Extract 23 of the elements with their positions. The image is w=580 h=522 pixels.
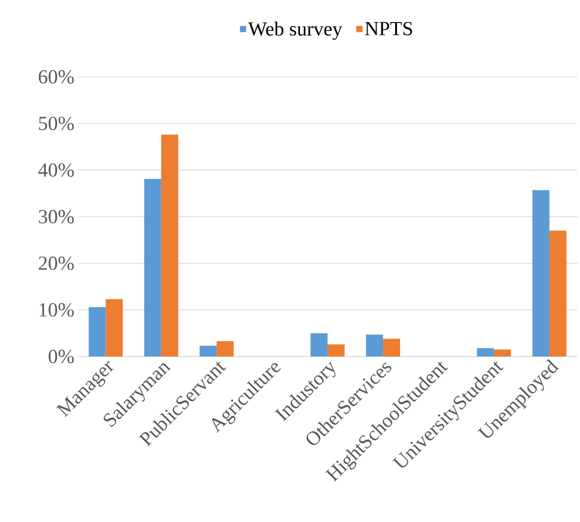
y-tick-label: 30% bbox=[38, 210, 74, 224]
legend-label: NPTS bbox=[365, 22, 412, 36]
legend-label: Web survey bbox=[248, 21, 342, 40]
y-tick-label: 20% bbox=[38, 256, 74, 270]
y-tick-label: 60% bbox=[38, 70, 74, 84]
bar bbox=[383, 338, 400, 356]
bar bbox=[310, 333, 328, 356]
y-tick-label: 50% bbox=[39, 116, 74, 130]
bar bbox=[106, 298, 123, 356]
bar bbox=[216, 340, 234, 356]
bar bbox=[328, 344, 345, 356]
bar bbox=[161, 134, 178, 356]
bar bbox=[200, 346, 217, 356]
bar bbox=[366, 334, 384, 356]
bar bbox=[88, 306, 106, 356]
y-tick-label: 10% bbox=[40, 302, 74, 316]
y-tick-label: 40% bbox=[38, 163, 74, 177]
bar bbox=[532, 190, 550, 356]
bar bbox=[476, 348, 494, 356]
bar bbox=[144, 178, 162, 356]
bar bbox=[494, 349, 511, 356]
y-tick-label: 0% bbox=[48, 350, 74, 364]
bar bbox=[549, 230, 566, 356]
